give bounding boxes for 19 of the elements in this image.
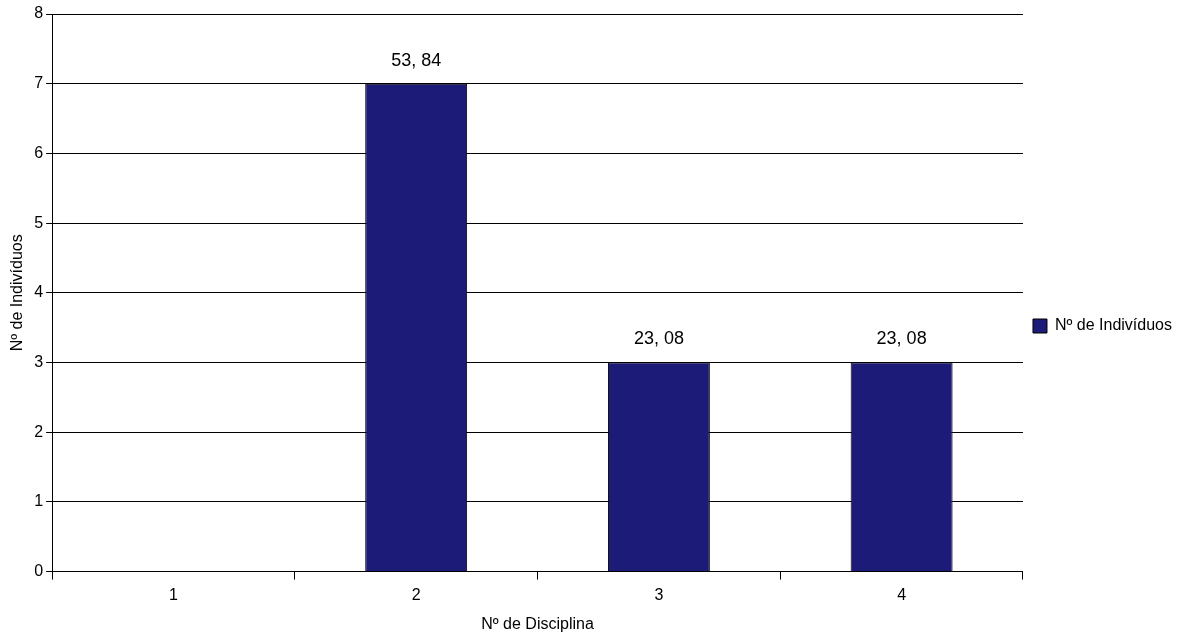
annotation: 23, 08 xyxy=(876,328,927,349)
y-tick-label: 4 xyxy=(34,283,44,301)
y-tick-label: 8 xyxy=(34,4,44,22)
y-tick-label: 1 xyxy=(34,492,44,510)
y-tick-label: 0 xyxy=(34,562,44,580)
y-tick-label: 6 xyxy=(34,143,44,161)
x-axis-title: Nº de Disciplina xyxy=(481,614,594,632)
y-tick-label: 3 xyxy=(34,352,44,370)
annotation: 53, 84 xyxy=(391,49,442,70)
legend-label: Nº de Indivíduos xyxy=(1054,316,1173,334)
x-tick-label: 1 xyxy=(169,585,179,603)
x-tick-label: 3 xyxy=(654,585,664,603)
y-tick-label: 2 xyxy=(34,422,44,440)
y-tick-label: 5 xyxy=(34,213,44,231)
y-axis-title: Nº de Indivíduos xyxy=(8,234,26,352)
y-tick-label: 7 xyxy=(34,74,44,92)
x-tick-label: 2 xyxy=(411,585,421,603)
annotation: 23, 08 xyxy=(633,328,684,349)
x-tick-label: 4 xyxy=(897,585,907,603)
